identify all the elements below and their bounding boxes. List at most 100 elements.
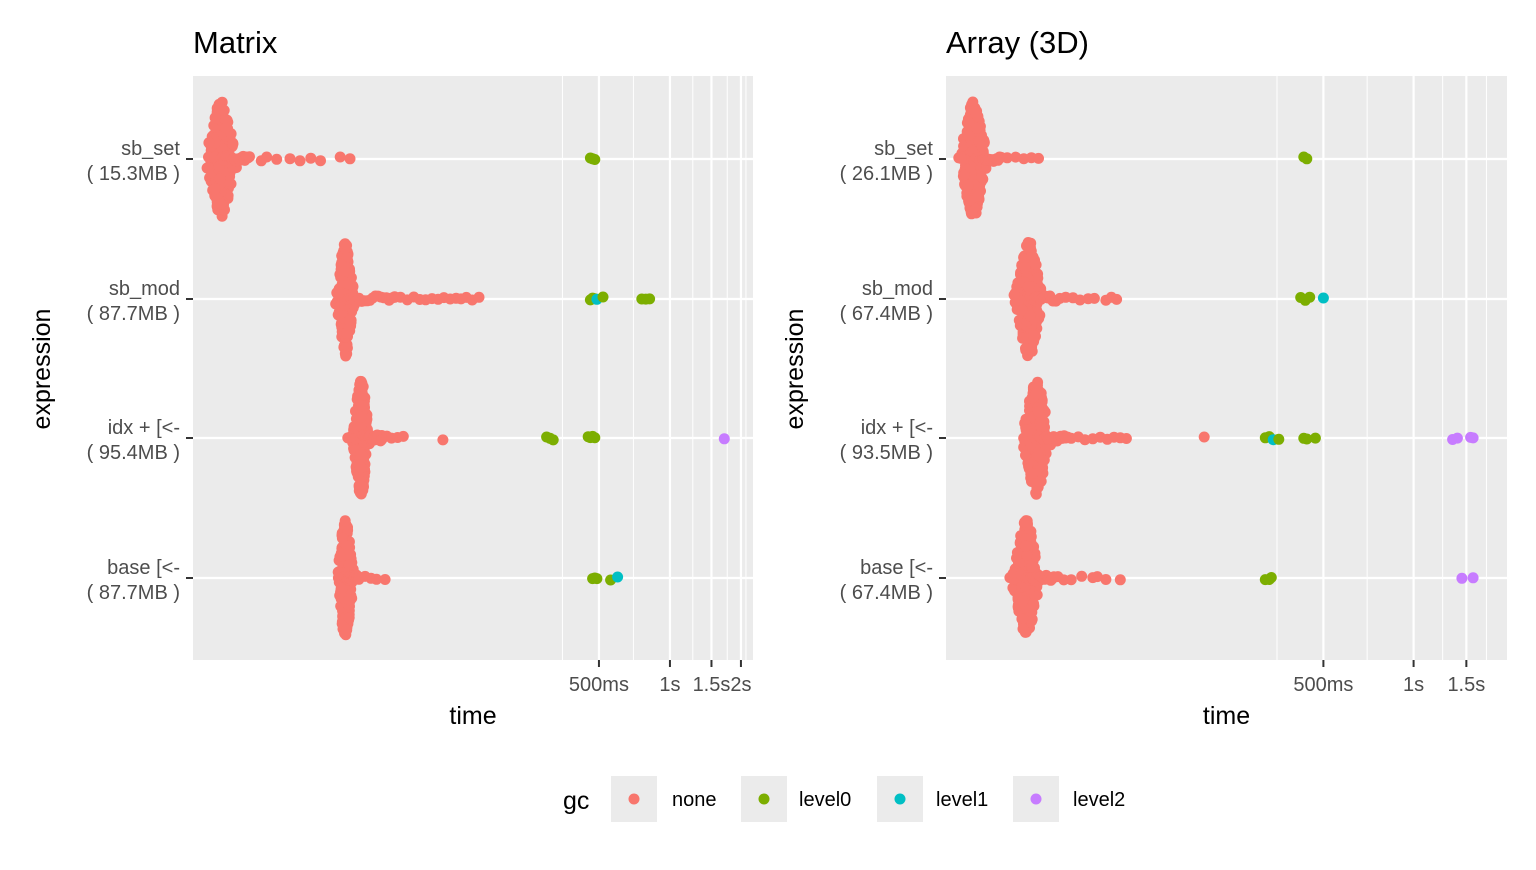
- data-point-level2: [1451, 432, 1463, 444]
- swarm-point: [1026, 561, 1038, 573]
- data-point-level0: [589, 154, 601, 165]
- swarm-point: [1035, 421, 1047, 433]
- y-tick-label-size: ( 93.5MB ): [840, 442, 933, 464]
- panel-title: Matrix: [193, 25, 278, 60]
- data-point-level1: [612, 571, 624, 583]
- swarm-point: [955, 152, 967, 164]
- swarm-point: [1032, 272, 1044, 284]
- swarm-point: [356, 400, 368, 412]
- legend-key-swatch: [628, 793, 640, 805]
- swarm-point: [1026, 476, 1037, 487]
- swarm-point: [1016, 304, 1028, 316]
- data-point-none: [1091, 571, 1103, 583]
- swarm-point: [1032, 450, 1044, 462]
- data-point-none: [1065, 574, 1077, 586]
- swarm-point: [1008, 289, 1020, 301]
- data-point-none: [284, 153, 296, 165]
- swarm-point: [355, 411, 367, 423]
- swarm-point: [355, 480, 367, 491]
- swarm-point: [963, 116, 975, 128]
- data-point-none: [315, 155, 326, 167]
- swarm-tail-point: [244, 151, 255, 163]
- data-point-none: [1114, 574, 1126, 586]
- swarm-point: [343, 315, 355, 327]
- data-point-none: [437, 434, 449, 446]
- y-tick-label-size: ( 87.7MB ): [87, 582, 180, 604]
- x-axis-title: time: [1203, 702, 1250, 730]
- plot-background: [193, 76, 753, 660]
- swarm-point: [966, 206, 978, 218]
- y-axis-title: expression: [781, 309, 809, 430]
- data-point-level0: [1304, 291, 1316, 303]
- swarm-point: [973, 190, 985, 202]
- swarm-point: [1020, 540, 1031, 552]
- y-tick-label: sb_mod: [109, 278, 180, 300]
- data-point-none: [1111, 293, 1123, 305]
- data-point-none: [334, 151, 346, 163]
- swarm-point: [340, 350, 352, 362]
- data-point-level0: [1265, 572, 1277, 583]
- chart-panel-0: sb_set ( 15.3MB ) sb_mod ( 87.7MB ) idx + [<…: [28, 25, 753, 730]
- swarm-point: [1030, 388, 1042, 400]
- y-tick-label-size: ( 95.4MB ): [87, 442, 180, 464]
- y-tick-label-size: ( 67.4MB ): [840, 582, 933, 604]
- swarm-point: [341, 624, 353, 636]
- data-point-none: [1074, 294, 1086, 306]
- swarm-point: [341, 327, 353, 339]
- data-point-none: [397, 430, 409, 442]
- data-point-level0: [1301, 433, 1313, 445]
- y-tick-label: sb_set: [874, 138, 933, 160]
- data-point-level2: [1456, 572, 1468, 584]
- swarm-point: [1011, 547, 1023, 558]
- swarm-point: [203, 137, 215, 149]
- data-point-level0: [1273, 433, 1285, 445]
- y-tick-label: base [<-: [107, 557, 180, 579]
- data-point-level2: [1467, 572, 1479, 584]
- legend-item-level1: level1: [877, 776, 988, 822]
- x-axis-title: time: [449, 702, 496, 730]
- y-tick-label: sb_mod: [862, 278, 933, 300]
- swarm-point: [1017, 623, 1029, 635]
- swarm-point: [969, 106, 981, 118]
- data-point-none: [271, 153, 283, 165]
- y-tick-label-size: ( 26.1MB ): [840, 163, 933, 185]
- swarm-point: [1019, 516, 1031, 528]
- swarm-point: [1026, 250, 1038, 262]
- swarm-point: [1032, 406, 1044, 418]
- swarm-point: [357, 381, 369, 393]
- swarm-point: [1020, 342, 1031, 354]
- data-point-level1: [1317, 292, 1329, 304]
- swarm-point: [976, 171, 987, 183]
- swarm-point: [355, 461, 367, 473]
- swarm-point: [219, 113, 231, 125]
- swarm-point: [971, 122, 983, 134]
- swarm-point: [209, 183, 221, 195]
- swarm-point: [1024, 310, 1036, 322]
- swarm-point: [339, 238, 351, 250]
- legend-key-swatch: [1030, 793, 1042, 805]
- swarm-point: [1031, 379, 1043, 391]
- legend-key-swatch: [758, 793, 770, 805]
- legend-label: none: [672, 789, 717, 811]
- data-point-none: [344, 153, 356, 165]
- y-tick-label: base [<-: [860, 557, 933, 579]
- data-point-none: [1076, 570, 1088, 582]
- swarm-point: [220, 122, 232, 134]
- data-point-level0: [547, 434, 559, 446]
- swarm-point: [962, 179, 974, 191]
- y-tick-label: idx + [<-: [861, 417, 933, 439]
- swarm-point: [339, 515, 351, 527]
- data-point-none: [261, 151, 273, 163]
- data-point-level0: [591, 573, 603, 585]
- swarm-point: [355, 420, 367, 432]
- swarm-point: [343, 612, 355, 624]
- legend: gc none level0 level1 level2: [563, 776, 1125, 822]
- swarm-point: [343, 594, 355, 606]
- swarm-point: [963, 195, 975, 206]
- data-point-none: [1120, 433, 1132, 444]
- y-tick-label: sb_set: [121, 138, 180, 160]
- swarm-point: [339, 265, 351, 277]
- legend-label: level0: [799, 789, 851, 811]
- legend-label: level1: [936, 789, 988, 811]
